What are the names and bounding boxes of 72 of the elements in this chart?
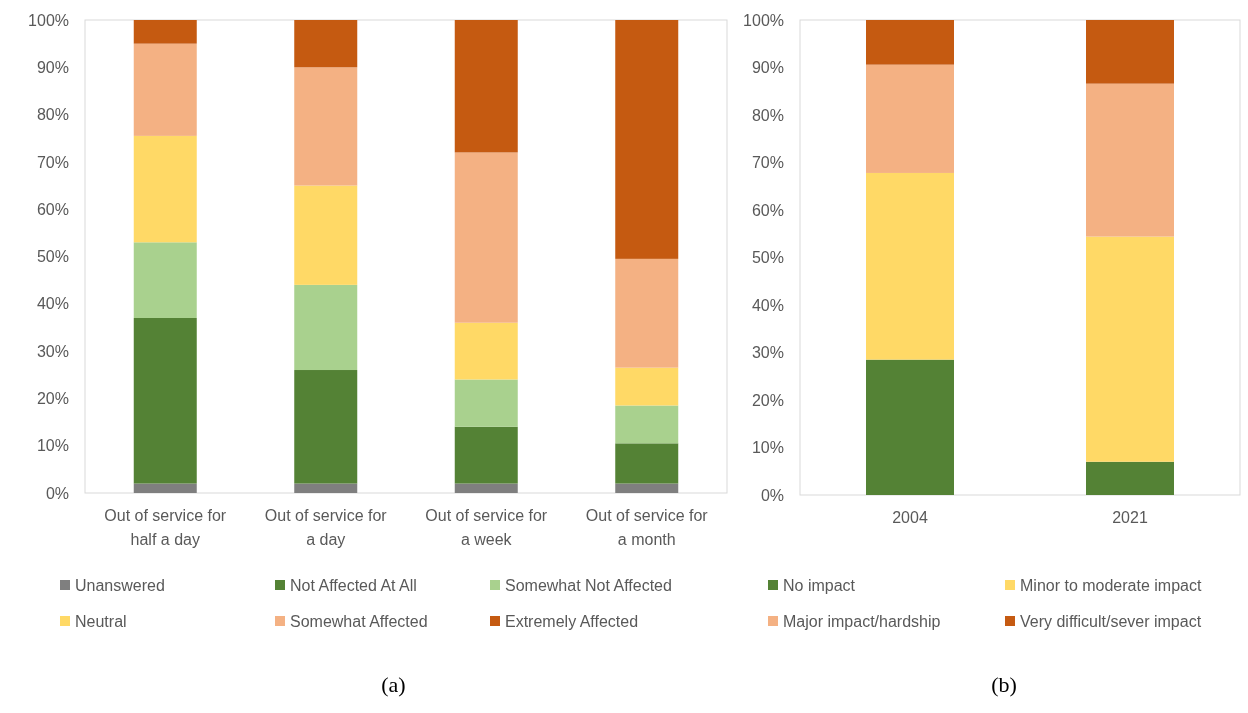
y-tick-label: 90%	[751, 59, 784, 77]
bar	[615, 483, 679, 493]
bar	[615, 443, 679, 484]
x-tick-label: 2004	[892, 509, 928, 526]
y-tick-label: 10%	[751, 439, 784, 457]
y-tick-label: 100%	[743, 11, 784, 29]
bar	[454, 483, 518, 493]
bar	[294, 67, 358, 186]
bar	[615, 258, 679, 368]
bar	[454, 322, 518, 380]
y-tick-label: 10%	[36, 437, 69, 455]
text: (b)	[991, 672, 1017, 697]
bar	[866, 359, 954, 495]
x-tick-label: Out of service for a week	[425, 507, 548, 548]
legend-label: Extremely Affected	[505, 612, 639, 630]
bar	[454, 379, 518, 427]
bar	[1086, 83, 1174, 237]
bar	[866, 172, 954, 360]
bar	[294, 20, 358, 68]
x-tick-label: 2021	[1112, 509, 1148, 526]
bar	[294, 284, 358, 371]
y-tick-label: 0%	[45, 484, 69, 502]
x-tick-label: Out of service for a day	[264, 507, 388, 548]
legend-label: Somewhat Not Affected	[505, 576, 672, 594]
y-tick-label: 20%	[36, 390, 69, 407]
legend-label: Not Affected At All	[290, 576, 417, 594]
legend-label: No impact	[783, 576, 856, 594]
bar	[866, 64, 954, 173]
text: (a)	[381, 672, 406, 697]
y-tick-label: 100%	[28, 11, 69, 29]
legend-label: Neutral	[75, 612, 127, 630]
bar	[133, 20, 197, 44]
bar	[454, 20, 518, 153]
legend-label: Major impact/hardship	[783, 612, 941, 630]
y-tick-label: 80%	[751, 106, 784, 124]
bar	[294, 483, 358, 493]
y-tick-label: 60%	[751, 201, 784, 219]
bar	[866, 20, 954, 65]
y-tick-label: 70%	[36, 153, 69, 171]
y-tick-label: 30%	[36, 342, 69, 360]
bar	[294, 370, 358, 484]
legend-label: Minor to moderate impact	[1020, 576, 1202, 594]
x-tick-label: Out of service for a month	[585, 507, 709, 548]
y-tick-label: 20%	[751, 391, 784, 409]
bar	[133, 135, 197, 243]
bar	[1086, 461, 1174, 495]
y-tick-label: 60%	[36, 200, 69, 218]
legend-label: Unanswered	[75, 576, 165, 594]
y-tick-label: 50%	[751, 249, 784, 267]
bar	[133, 43, 197, 136]
y-tick-label: 0%	[760, 486, 784, 504]
bar	[1086, 20, 1174, 84]
y-tick-label: 30%	[751, 344, 784, 362]
y-tick-label: 80%	[36, 106, 69, 124]
legend-label: Very difficult/sever impact	[1020, 612, 1202, 630]
bar	[1086, 236, 1174, 462]
bar	[294, 185, 358, 285]
bar	[454, 426, 518, 484]
bar	[454, 152, 518, 323]
bar	[615, 367, 679, 406]
bar	[615, 405, 679, 444]
y-tick-label: 50%	[36, 248, 69, 266]
y-tick-label: 40%	[751, 296, 784, 314]
legend-label: Somewhat Affected	[290, 612, 428, 630]
x-tick-label: Out of service for half a day	[104, 507, 227, 548]
bar	[133, 483, 197, 493]
y-tick-label: 70%	[751, 154, 784, 172]
bar	[615, 20, 679, 259]
y-tick-label: 90%	[36, 58, 69, 76]
y-tick-label: 40%	[36, 295, 69, 313]
bar	[133, 242, 197, 318]
bar	[133, 317, 197, 484]
